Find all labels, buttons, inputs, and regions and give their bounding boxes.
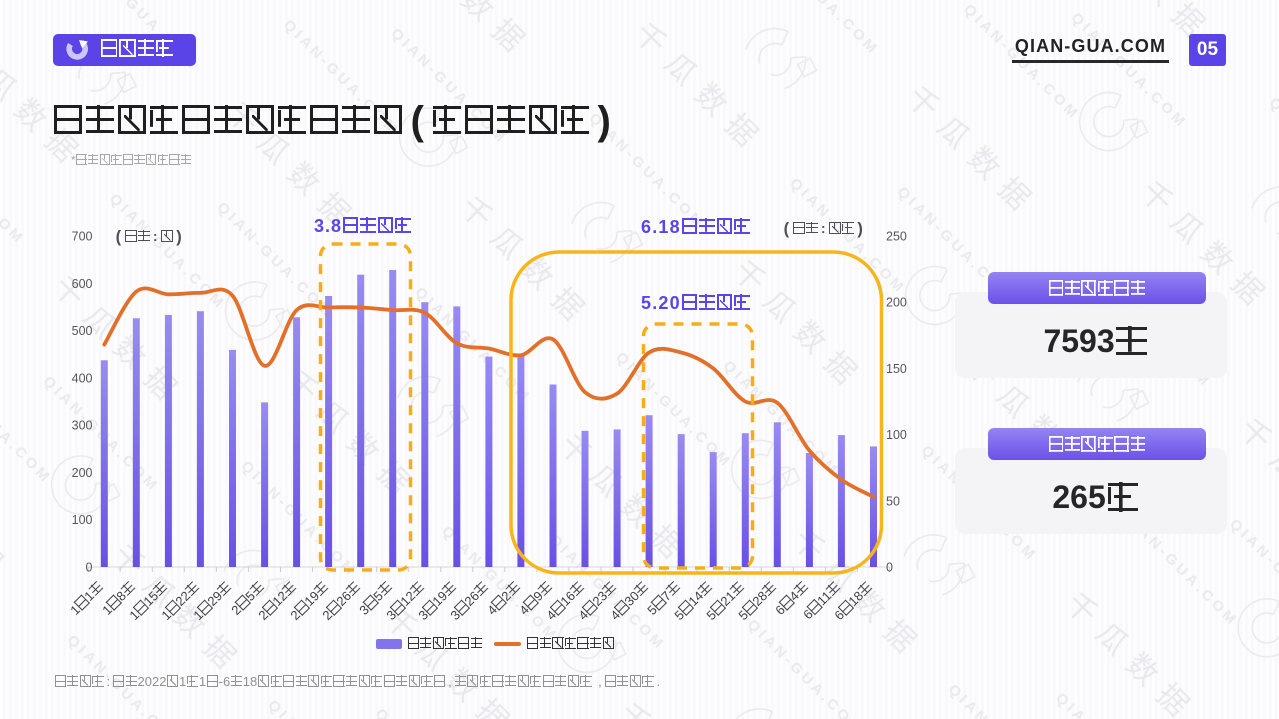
svg-text:50: 50: [886, 494, 900, 508]
svg-text:0: 0: [86, 561, 93, 575]
svg-text:700: 700: [72, 230, 93, 244]
svg-text:300: 300: [72, 419, 93, 433]
svg-text:200: 200: [72, 466, 93, 480]
svg-text:200: 200: [886, 296, 907, 310]
svg-text:400: 400: [72, 371, 93, 385]
svg-text:100: 100: [72, 513, 93, 527]
svg-text:250: 250: [886, 230, 907, 244]
svg-text:500: 500: [72, 324, 93, 338]
svg-text:100: 100: [886, 428, 907, 442]
svg-text:0: 0: [886, 561, 893, 575]
svg-text:150: 150: [886, 362, 907, 376]
svg-text:600: 600: [72, 277, 93, 291]
